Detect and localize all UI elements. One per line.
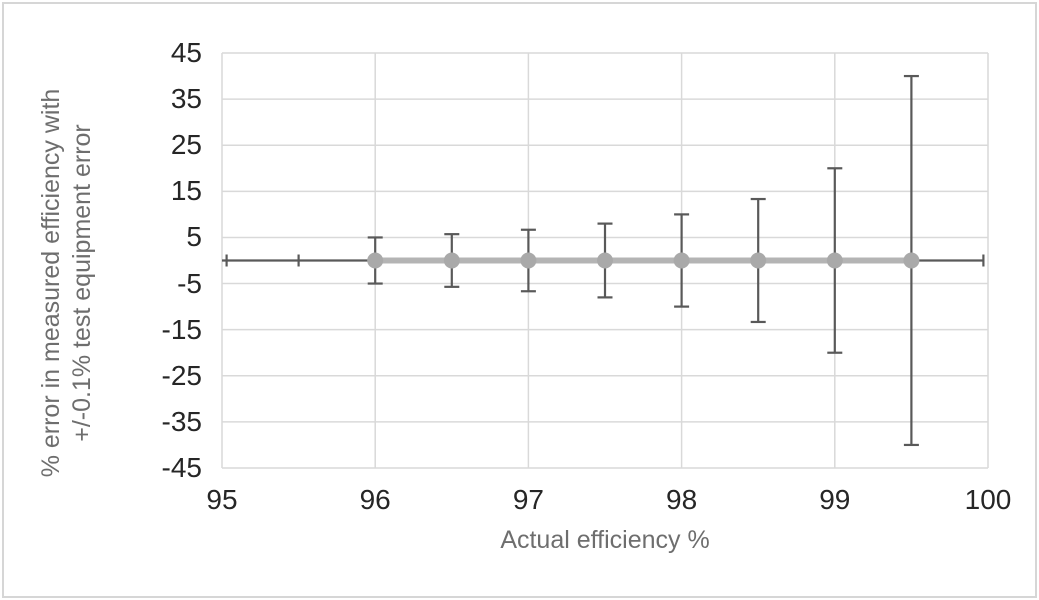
data-point-marker	[367, 252, 384, 269]
y-tick-label: 35	[170, 83, 202, 115]
y-tick-label: -15	[161, 313, 202, 345]
y-tick-label: -5	[177, 267, 202, 299]
y-tick-label: 45	[170, 37, 202, 68]
data-point-marker	[443, 252, 460, 269]
y-tick-label: 15	[170, 175, 202, 207]
x-tick-label: 95	[206, 484, 238, 515]
data-point-marker	[520, 252, 537, 269]
x-tick-label: 98	[666, 484, 698, 515]
y-axis-title-line-2: +/-0.1% test equipment error	[68, 124, 96, 442]
y-tick-label: -35	[161, 405, 202, 437]
x-tick-label: 99	[819, 484, 851, 515]
x-axis-title: Actual efficiency %	[500, 526, 710, 554]
data-point-marker	[673, 252, 690, 269]
y-tick-label: -25	[161, 359, 202, 391]
y-tick-label: 25	[170, 129, 202, 161]
data-point-marker	[597, 252, 613, 269]
data-point-marker	[826, 252, 843, 269]
data-point-marker	[903, 252, 920, 269]
data-point-marker	[750, 252, 767, 269]
y-axis-title-line-1: % error in measured efficiency with	[37, 88, 65, 478]
y-axis-title: % error in measured efficiency with +/-0…	[36, 23, 100, 543]
y-tick-label: -45	[161, 452, 202, 483]
x-tick-label: 96	[359, 484, 391, 515]
y-tick-label: 5	[186, 221, 202, 253]
x-tick-label: 100	[964, 484, 1012, 515]
x-tick-label: 97	[512, 484, 544, 515]
